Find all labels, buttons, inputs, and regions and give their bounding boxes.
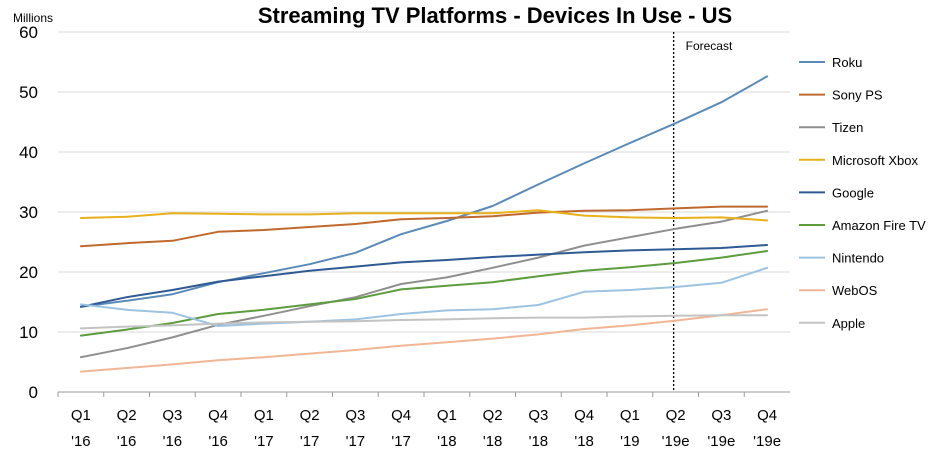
y-tick-label: 40 [19,143,38,162]
x-tick-quarter: Q3 [528,407,548,424]
legend-label-apple: Apple [832,316,865,331]
legend-label-webos: WebOS [832,283,878,298]
x-tick-year: '18 [529,433,549,450]
legend-label-microsoft-xbox: Microsoft Xbox [832,153,918,168]
x-tick-quarter: Q2 [117,407,137,424]
legend-label-amazon-fire-tv: Amazon Fire TV [832,218,926,233]
x-tick-quarter: Q3 [162,407,182,424]
series-line-sony-ps [79,205,769,248]
series-line-webos [79,308,769,373]
y-tick-label: 20 [19,263,38,282]
x-tick-year: '19 [620,433,640,450]
forecast-label: Forecast [686,39,733,53]
x-tick-quarter: Q2 [300,407,320,424]
x-tick-year: '17 [254,433,274,450]
x-tick-year: '18 [483,433,503,450]
y-tick-label: 0 [29,383,38,402]
x-tick-year: '16 [208,433,228,450]
legend: Roku Sony PS Tizen Microsoft Xbox Google Amaz… [799,55,926,331]
y-tick-label: 10 [19,323,38,342]
x-tick-quarter: Q1 [71,407,91,424]
legend-label-nintendo: Nintendo [832,251,884,266]
x-tick-quarter: Q4 [208,407,228,424]
series-line-roku [79,75,769,308]
x-tick-quarter: Q4 [391,407,411,424]
x-tick-year: '16 [71,433,91,450]
legend-label-tizen: Tizen [832,120,863,135]
series-line-amazon-fire-tv [79,250,769,337]
legend-label-google: Google [832,185,874,200]
x-tick-quarter: Q3 [345,407,365,424]
x-tick-quarter: Q2 [666,407,686,424]
x-tick-year: '17 [346,433,366,450]
y-tick-label: 60 [19,23,38,42]
series-line-nintendo [79,266,769,327]
x-tick-quarter: Q1 [620,407,640,424]
legend-label-roku: Roku [832,55,862,70]
x-tick-year: '19e [753,433,781,450]
x-tick-quarter: Q1 [437,407,457,424]
series-line-tizen [79,209,769,359]
x-tick-year: '17 [391,433,411,450]
x-tick-year: '16 [117,433,137,450]
x-axis-ticks: Q1 '16 Q2 '16 Q3 '16 Q4 '16 Q1 '17 Q2 '17 Q3 '17 Q4 '17… [57,392,781,450]
x-tick-quarter: Q3 [711,407,731,424]
y-tick-label: 30 [19,203,38,222]
legend-label-sony-ps: Sony PS [832,88,883,103]
series-line-apple [79,314,769,330]
x-tick-quarter: Q4 [757,407,777,424]
x-tick-year: '19e [707,433,735,450]
x-tick-year: '16 [163,433,183,450]
x-tick-quarter: Q2 [483,407,503,424]
x-tick-year: '18 [574,433,594,450]
x-tick-quarter: Q4 [574,407,594,424]
x-tick-quarter: Q1 [254,407,274,424]
forecast-marker: Forecast [672,32,733,392]
gridlines [58,31,790,333]
chart-title: Streaming TV Platforms - Devices In Use … [258,3,732,28]
series-line-microsoft-xbox [79,209,769,222]
unit-label: Millions [13,11,53,25]
series-lines [79,75,769,373]
series-line-google [79,244,769,308]
y-tick-label: 50 [19,83,38,102]
y-axis-ticks: 0 10 20 30 40 50 60 [19,23,38,402]
x-tick-year: '18 [437,433,457,450]
x-tick-year: '19e [662,433,690,450]
x-tick-year: '17 [300,433,320,450]
